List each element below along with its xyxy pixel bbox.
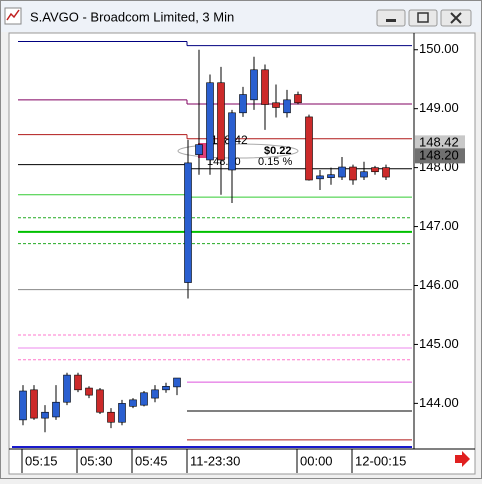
candle-body [305, 116, 313, 181]
candle-body [85, 387, 93, 396]
candle-body [228, 112, 236, 171]
x-tick-label: 00:00 [300, 453, 333, 468]
price-tag-label: 148.42 [419, 134, 459, 149]
annotation-percent: 0.15 % [258, 156, 292, 168]
candle-body [206, 82, 214, 161]
x-tick-label: 05:30 [80, 453, 113, 468]
x-tick-label: 05:15 [25, 453, 58, 468]
candle-body [162, 385, 170, 391]
y-tick-label: 150.00 [419, 41, 459, 56]
candle-body [19, 390, 27, 421]
window-icon [4, 7, 22, 25]
candle-body [41, 411, 49, 419]
candle-body [195, 144, 203, 155]
candle-body [272, 102, 280, 108]
annotation-change: $0.22 [264, 145, 292, 157]
y-tick-label: 144.00 [419, 395, 459, 410]
candle-body [107, 411, 115, 423]
price-tag [415, 135, 465, 151]
candle-body [239, 94, 247, 114]
candle-body [217, 82, 225, 161]
candle-body [63, 374, 71, 403]
candle-body [184, 162, 192, 283]
candle-body [129, 399, 137, 407]
candle-body [96, 389, 104, 413]
candle-body [349, 166, 357, 181]
candle-body [250, 69, 258, 101]
y-tick-label: 147.00 [419, 218, 459, 233]
candle-body [74, 374, 82, 391]
candle-body [151, 389, 159, 399]
candle-body [118, 403, 126, 423]
y-tick-label: 146.00 [419, 277, 459, 292]
price-tag [415, 148, 465, 164]
x-tick-label: 05:45 [135, 453, 168, 468]
candle-body [30, 389, 38, 419]
candle-body [382, 167, 390, 178]
candle-body [338, 166, 346, 178]
cursor-outline [177, 143, 299, 159]
candle-body [283, 99, 291, 114]
minimize-button[interactable] [376, 9, 406, 27]
x-tick-label: 11-23:30 [190, 453, 240, 468]
candle-body [360, 171, 368, 178]
scroll-arrow[interactable] [455, 451, 470, 467]
candle-body [371, 167, 379, 173]
plot-area: 144.00145.00146.00147.00148.00149.00150.… [18, 40, 459, 473]
close-button[interactable] [440, 9, 472, 27]
candle-body [294, 94, 302, 104]
candle-body [140, 392, 148, 406]
x-tick-label: 12-00:15 [355, 453, 406, 468]
candle-body [327, 174, 335, 178]
y-tick-label: 145.00 [419, 336, 459, 351]
candle-body [261, 69, 269, 105]
restore-button[interactable] [408, 9, 438, 27]
y-tick-label: 149.00 [419, 100, 459, 115]
candle-body [173, 377, 181, 388]
bottom-bar [12, 446, 412, 448]
candle-body [52, 401, 60, 418]
cursor-box [198, 143, 208, 158]
candle-body [316, 175, 324, 180]
window-title: S.AVGO - Broadcom Limited, 3 Min [30, 9, 234, 24]
price-tag-label: 148.20 [419, 147, 459, 162]
